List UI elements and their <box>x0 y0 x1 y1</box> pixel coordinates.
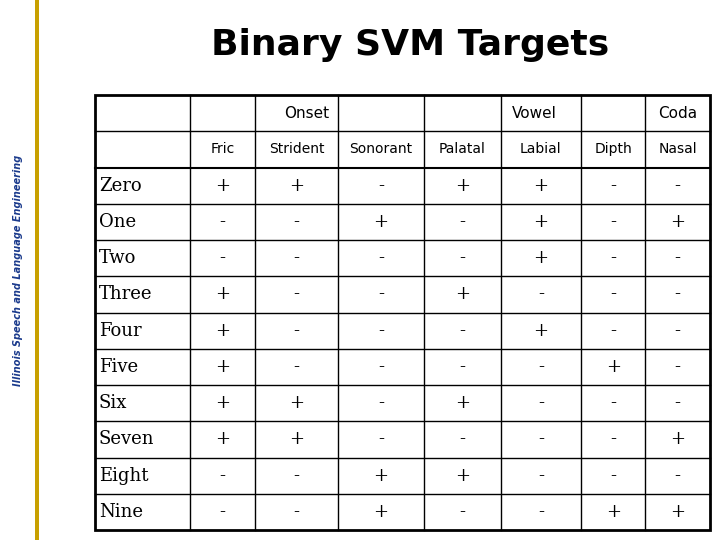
Text: +: + <box>215 285 230 303</box>
Bar <box>35 0 39 540</box>
Text: -: - <box>610 394 616 412</box>
Text: -: - <box>220 213 225 231</box>
Text: -: - <box>220 467 225 484</box>
Text: -: - <box>675 177 680 194</box>
Bar <box>95 95 710 530</box>
Text: +: + <box>289 394 304 412</box>
Text: -: - <box>538 503 544 521</box>
Text: -: - <box>538 358 544 376</box>
Text: Palatal: Palatal <box>439 143 486 157</box>
Text: -: - <box>378 358 384 376</box>
Text: Six: Six <box>99 394 127 412</box>
Text: +: + <box>455 467 470 484</box>
Text: Onset: Onset <box>284 106 330 120</box>
Text: -: - <box>294 249 300 267</box>
Text: -: - <box>675 249 680 267</box>
Text: Nasal: Nasal <box>658 143 697 157</box>
Text: -: - <box>675 394 680 412</box>
Text: -: - <box>294 213 300 231</box>
Text: -: - <box>610 322 616 340</box>
Text: +: + <box>670 503 685 521</box>
Text: Five: Five <box>99 358 138 376</box>
Text: -: - <box>459 358 465 376</box>
Text: -: - <box>610 177 616 194</box>
Text: -: - <box>378 430 384 448</box>
Text: Sonorant: Sonorant <box>349 143 413 157</box>
Text: +: + <box>606 358 621 376</box>
Text: Dipth: Dipth <box>594 143 632 157</box>
Text: +: + <box>534 249 549 267</box>
Text: -: - <box>294 285 300 303</box>
Text: -: - <box>675 285 680 303</box>
Text: -: - <box>294 467 300 484</box>
Text: +: + <box>374 213 389 231</box>
Text: +: + <box>455 177 470 194</box>
Text: Labial: Labial <box>520 143 562 157</box>
Text: -: - <box>610 467 616 484</box>
Text: -: - <box>538 285 544 303</box>
Text: Two: Two <box>99 249 136 267</box>
Text: -: - <box>459 213 465 231</box>
Text: -: - <box>378 249 384 267</box>
Text: One: One <box>99 213 136 231</box>
Text: +: + <box>670 430 685 448</box>
Text: Nine: Nine <box>99 503 143 521</box>
Text: -: - <box>220 503 225 521</box>
Text: +: + <box>374 503 389 521</box>
Text: -: - <box>610 430 616 448</box>
Text: -: - <box>459 249 465 267</box>
Text: Three: Three <box>99 285 153 303</box>
Text: Fric: Fric <box>210 143 235 157</box>
Text: -: - <box>675 358 680 376</box>
Text: -: - <box>378 285 384 303</box>
Text: -: - <box>294 358 300 376</box>
Text: Four: Four <box>99 322 142 340</box>
Text: -: - <box>538 467 544 484</box>
Text: -: - <box>294 322 300 340</box>
Text: -: - <box>459 503 465 521</box>
Text: +: + <box>215 394 230 412</box>
Text: -: - <box>220 249 225 267</box>
Text: +: + <box>455 394 470 412</box>
Text: -: - <box>378 322 384 340</box>
Text: Binary SVM Targets: Binary SVM Targets <box>211 28 609 62</box>
Text: +: + <box>215 322 230 340</box>
Text: -: - <box>378 177 384 194</box>
Text: Strident: Strident <box>269 143 324 157</box>
Text: -: - <box>294 503 300 521</box>
Text: -: - <box>459 322 465 340</box>
Text: -: - <box>378 394 384 412</box>
Text: -: - <box>675 322 680 340</box>
Text: -: - <box>675 467 680 484</box>
Text: Coda: Coda <box>658 106 697 120</box>
Text: +: + <box>215 358 230 376</box>
Text: -: - <box>538 394 544 412</box>
Text: +: + <box>215 177 230 194</box>
Text: +: + <box>534 177 549 194</box>
Text: +: + <box>606 503 621 521</box>
Text: +: + <box>374 467 389 484</box>
Text: -: - <box>610 249 616 267</box>
Text: +: + <box>534 322 549 340</box>
Text: +: + <box>534 213 549 231</box>
Text: -: - <box>610 285 616 303</box>
Text: +: + <box>455 285 470 303</box>
Text: -: - <box>610 213 616 231</box>
Text: -: - <box>538 430 544 448</box>
Text: +: + <box>670 213 685 231</box>
Text: Eight: Eight <box>99 467 148 484</box>
Text: +: + <box>289 177 304 194</box>
Text: Vowel: Vowel <box>513 106 557 120</box>
Text: Zero: Zero <box>99 177 142 194</box>
Text: +: + <box>289 430 304 448</box>
Text: +: + <box>215 430 230 448</box>
Text: Seven: Seven <box>99 430 155 448</box>
Text: Illinois Speech and Language Engineering: Illinois Speech and Language Engineering <box>13 154 23 386</box>
Text: -: - <box>459 430 465 448</box>
